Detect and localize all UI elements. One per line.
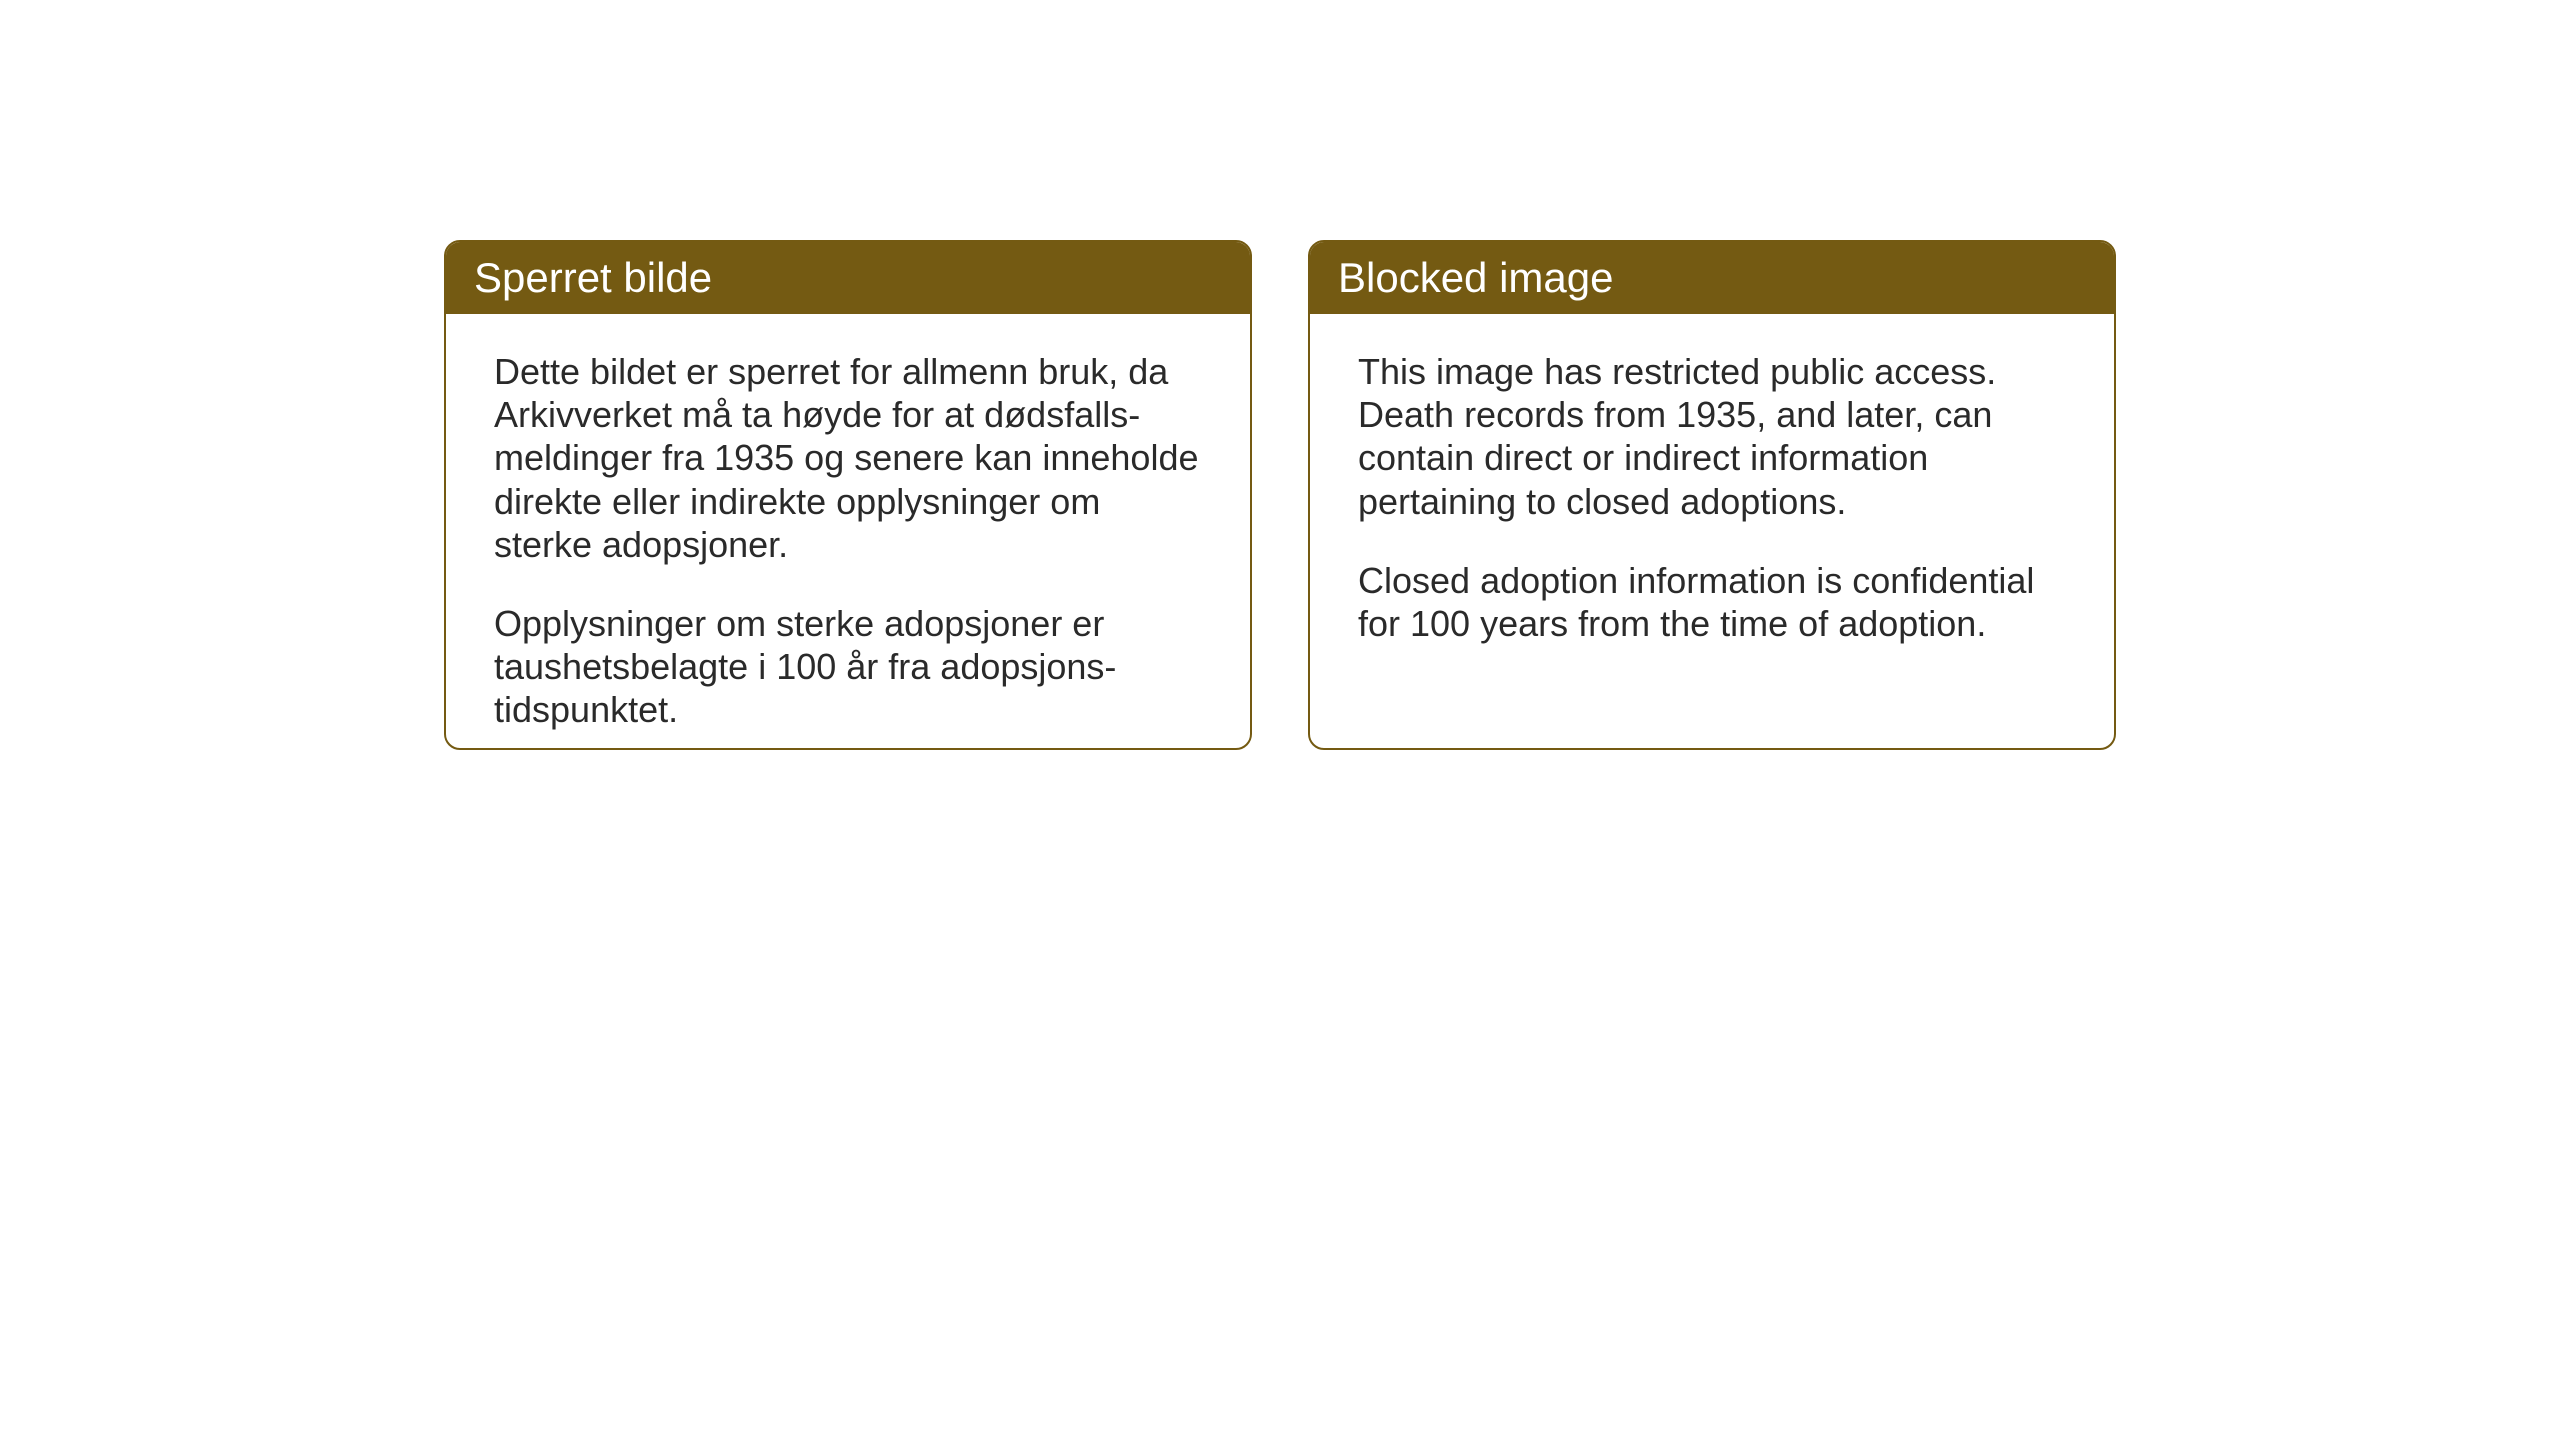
card-body-english: This image has restricted public access.…	[1310, 314, 2114, 681]
card-body-norwegian: Dette bildet er sperret for allmenn bruk…	[446, 314, 1250, 750]
card-title-english: Blocked image	[1338, 254, 1613, 301]
notice-cards-container: Sperret bilde Dette bildet er sperret fo…	[444, 240, 2116, 750]
card-title-norwegian: Sperret bilde	[474, 254, 712, 301]
card-header-norwegian: Sperret bilde	[446, 242, 1250, 314]
notice-card-english: Blocked image This image has restricted …	[1308, 240, 2116, 750]
card-paragraph: This image has restricted public access.…	[1358, 350, 2066, 523]
card-paragraph: Opplysninger om sterke adopsjoner er tau…	[494, 602, 1202, 732]
card-paragraph: Dette bildet er sperret for allmenn bruk…	[494, 350, 1202, 566]
card-header-english: Blocked image	[1310, 242, 2114, 314]
card-paragraph: Closed adoption information is confident…	[1358, 559, 2066, 645]
notice-card-norwegian: Sperret bilde Dette bildet er sperret fo…	[444, 240, 1252, 750]
